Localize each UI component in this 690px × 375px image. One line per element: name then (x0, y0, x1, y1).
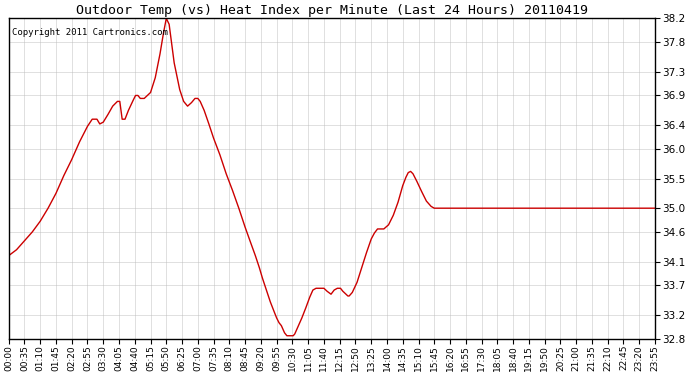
Title: Outdoor Temp (vs) Heat Index per Minute (Last 24 Hours) 20110419: Outdoor Temp (vs) Heat Index per Minute … (76, 4, 588, 17)
Text: Copyright 2011 Cartronics.com: Copyright 2011 Cartronics.com (12, 28, 168, 37)
